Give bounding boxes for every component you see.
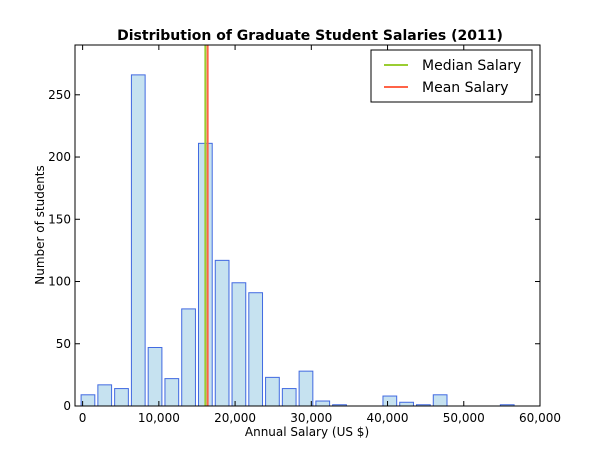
histogram-bar	[231, 282, 247, 407]
y-ticks-group: 0 50 100 150 200 250	[48, 88, 540, 413]
histogram-bar	[382, 395, 398, 407]
x-tick-label: 50,000	[443, 411, 485, 425]
histogram-bar	[164, 378, 180, 407]
x-tick-label: 30,000	[290, 411, 332, 425]
histogram-bar	[298, 370, 314, 407]
histogram-bar	[432, 394, 448, 407]
histogram-bar	[265, 376, 280, 407]
x-tick-label: 0	[79, 411, 87, 425]
histogram-bar	[114, 388, 129, 407]
histogram-bar	[80, 394, 96, 407]
legend-box	[370, 49, 533, 103]
chart-title: Distribution of Graduate Student Salarie…	[117, 28, 503, 44]
x-ticks-group: 0 10,000 20,000 30,000 40,000 50,000 60,000	[79, 45, 561, 425]
legend: Median Salary Mean Salary	[370, 49, 533, 103]
histogram-bar	[281, 388, 297, 407]
histogram-bar	[147, 346, 163, 407]
bars-group	[80, 74, 515, 407]
y-tick-label: 200	[48, 150, 71, 164]
y-tick-label: 100	[48, 275, 71, 289]
legend-mean-label: Mean Salary	[422, 80, 509, 96]
x-axis-label: Annual Salary (US $)	[245, 425, 369, 439]
y-axis-label: Number of students	[33, 165, 47, 285]
histogram-bar	[97, 384, 113, 407]
legend-median-label: Median Salary	[422, 58, 521, 74]
histogram-bar	[214, 259, 230, 407]
y-tick-label: 150	[48, 212, 71, 226]
plot-frame	[74, 44, 541, 407]
y-tick-label: 250	[48, 88, 71, 102]
histogram-bar	[130, 74, 146, 407]
histogram-bar	[315, 400, 331, 407]
y-tick-label: 0	[63, 399, 71, 413]
histogram-bar	[399, 401, 414, 407]
stat-lines-group	[204, 45, 209, 406]
histogram-bar	[248, 292, 264, 407]
x-tick-label: 20,000	[214, 411, 256, 425]
histogram-bar	[181, 308, 196, 407]
x-tick-label: 10,000	[138, 411, 180, 425]
x-tick-label: 60,000	[519, 411, 561, 425]
x-tick-label: 40,000	[367, 411, 409, 425]
y-tick-label: 50	[56, 337, 71, 351]
